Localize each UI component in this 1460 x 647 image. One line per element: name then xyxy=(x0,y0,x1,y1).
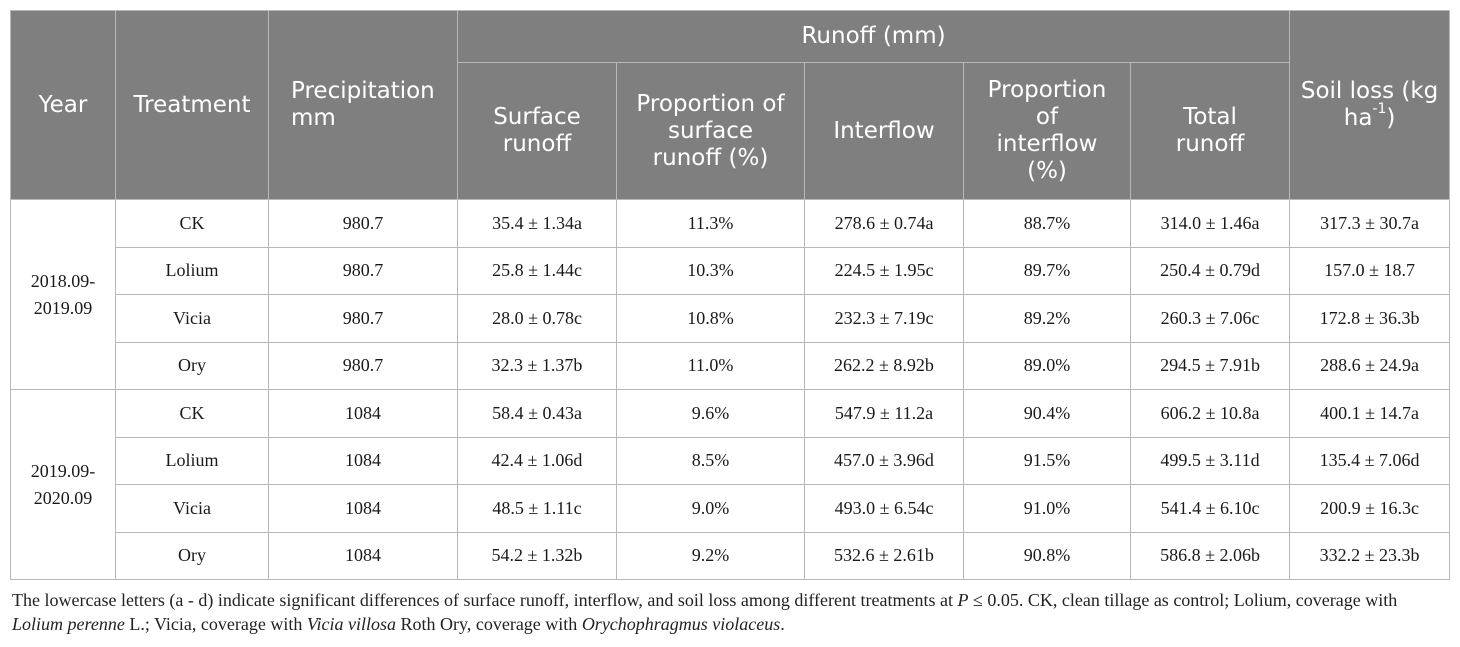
header-surface-runoff: Surface runoff xyxy=(457,62,617,200)
proportion-surface-cell: 10.3% xyxy=(616,246,805,295)
interflow-cell: 278.6 ± 0.74a xyxy=(804,199,964,248)
table-row: Ory 980.7 32.3 ± 1.37b 11.0% 262.2 ± 8.9… xyxy=(11,341,1451,390)
proportion-interflow-cell: 90.4% xyxy=(963,389,1131,438)
table-row: Lolium 980.7 25.8 ± 1.44c 10.3% 224.5 ± … xyxy=(11,246,1451,295)
header-precipitation-line2: mm xyxy=(291,105,336,131)
proportion-interflow-cell: 89.7% xyxy=(963,246,1131,295)
header-precipitation-line1: Precipitation xyxy=(291,78,435,104)
header-soil-loss: Soil loss (kg ha-1) xyxy=(1289,10,1451,200)
table-row: Ory 1084 54.2 ± 1.32b 9.2% 532.6 ± 2.61b… xyxy=(11,531,1451,580)
soil-loss-cell: 317.3 ± 30.7a xyxy=(1289,199,1451,248)
soil-loss-cell: 288.6 ± 24.9a xyxy=(1289,341,1451,390)
header-runoff-group: Runoff (mm) xyxy=(456,10,1291,63)
header-precipitation: Precipitation mm xyxy=(268,10,458,200)
proportion-interflow-cell: 90.8% xyxy=(963,531,1131,580)
treatment-cell: Lolium xyxy=(115,436,269,485)
treatment-cell: Ory xyxy=(115,531,269,580)
interflow-cell: 232.3 ± 7.19c xyxy=(804,294,964,343)
precipitation-cell: 980.7 xyxy=(268,294,458,343)
table-row: 2018.09- 2019.09 CK 980.7 35.4 ± 1.34a 1… xyxy=(10,199,1451,390)
precipitation-cell: 980.7 xyxy=(268,246,458,295)
proportion-interflow-cell: 89.0% xyxy=(963,341,1131,390)
proportion-interflow-cell: 91.5% xyxy=(963,436,1131,485)
interflow-cell: 493.0 ± 6.54c xyxy=(804,484,964,533)
interflow-cell: 457.0 ± 3.96d xyxy=(804,436,964,485)
table-row: 2019.09- 2020.09 CK 1084 58.4 ± 0.43a 9.… xyxy=(10,389,1451,580)
precipitation-cell: 1084 xyxy=(268,436,458,485)
proportion-interflow-cell: 88.7% xyxy=(963,199,1131,248)
proportion-surface-cell: 9.0% xyxy=(616,484,805,533)
precipitation-cell: 980.7 xyxy=(268,341,458,390)
header-year: Year xyxy=(10,10,116,200)
interflow-cell: 547.9 ± 11.2a xyxy=(804,389,964,438)
soil-loss-cell: 400.1 ± 14.7a xyxy=(1289,389,1451,438)
table-footnote: The lowercase letters (a - d) indicate s… xyxy=(12,590,1398,634)
total-runoff-cell: 314.0 ± 1.46a xyxy=(1129,199,1291,248)
surface-runoff-cell: 25.8 ± 1.44c xyxy=(457,246,617,295)
precipitation-cell: 1084 xyxy=(268,484,458,533)
total-runoff-cell: 250.4 ± 0.79d xyxy=(1129,246,1291,295)
proportion-surface-cell: 8.5% xyxy=(616,436,805,485)
total-runoff-cell: 606.2 ± 10.8a xyxy=(1129,389,1291,438)
total-runoff-cell: 541.4 ± 6.10c xyxy=(1129,484,1291,533)
proportion-surface-cell: 11.0% xyxy=(616,341,805,390)
surface-runoff-cell: 35.4 ± 1.34a xyxy=(457,199,617,248)
treatment-cell: CK xyxy=(115,389,269,438)
surface-runoff-cell: 48.5 ± 1.11c xyxy=(457,484,617,533)
proportion-interflow-cell: 89.2% xyxy=(963,294,1131,343)
header-proportion-surface-runoff: Proportion of surface runoff (%) xyxy=(616,62,805,200)
treatment-cell: CK xyxy=(115,199,269,248)
surface-runoff-cell: 58.4 ± 0.43a xyxy=(457,389,617,438)
precipitation-cell: 1084 xyxy=(268,531,458,580)
interflow-cell: 224.5 ± 1.95c xyxy=(804,246,964,295)
header-treatment: Treatment xyxy=(115,10,269,200)
precipitation-cell: 980.7 xyxy=(268,199,458,248)
surface-runoff-cell: 32.3 ± 1.37b xyxy=(457,341,617,390)
total-runoff-cell: 499.5 ± 3.11d xyxy=(1129,436,1291,485)
treatment-cell: Vicia xyxy=(115,294,269,343)
proportion-surface-cell: 9.2% xyxy=(616,531,805,580)
treatment-cell: Lolium xyxy=(115,246,269,295)
header-total-runoff: Total runoff xyxy=(1129,62,1291,200)
surface-runoff-cell: 28.0 ± 0.78c xyxy=(457,294,617,343)
precipitation-cell: 1084 xyxy=(268,389,458,438)
total-runoff-cell: 586.8 ± 2.06b xyxy=(1129,531,1291,580)
soil-loss-cell: 332.2 ± 23.3b xyxy=(1289,531,1451,580)
proportion-surface-cell: 9.6% xyxy=(616,389,805,438)
table-row: Vicia 1084 48.5 ± 1.11c 9.0% 493.0 ± 6.5… xyxy=(11,484,1451,533)
treatment-cell: Ory xyxy=(115,341,269,390)
table-container: Year Treatment Precipitation mm Runoff (… xyxy=(10,10,1451,636)
interflow-cell: 532.6 ± 2.61b xyxy=(804,531,964,580)
soil-loss-cell: 157.0 ± 18.7 xyxy=(1289,246,1451,295)
header-interflow: Interflow xyxy=(804,62,964,200)
runoff-soil-loss-table: Year Treatment Precipitation mm Runoff (… xyxy=(10,10,1451,580)
interflow-cell: 262.2 ± 8.92b xyxy=(804,341,964,390)
total-runoff-cell: 294.5 ± 7.91b xyxy=(1129,341,1291,390)
surface-runoff-cell: 42.4 ± 1.06d xyxy=(457,436,617,485)
surface-runoff-cell: 54.2 ± 1.32b xyxy=(457,531,617,580)
total-runoff-cell: 260.3 ± 7.06c xyxy=(1129,294,1291,343)
soil-loss-cell: 135.4 ± 7.06d xyxy=(1289,436,1451,485)
proportion-interflow-cell: 91.0% xyxy=(963,484,1131,533)
treatment-cell: Vicia xyxy=(115,484,269,533)
year-cell: 2019.09- 2020.09 xyxy=(10,389,116,580)
proportion-surface-cell: 11.3% xyxy=(616,199,805,248)
soil-loss-cell: 172.8 ± 36.3b xyxy=(1289,294,1451,343)
soil-loss-cell: 200.9 ± 16.3c xyxy=(1289,484,1451,533)
table-row: Vicia 980.7 28.0 ± 0.78c 10.8% 232.3 ± 7… xyxy=(11,294,1451,343)
header-proportion-interflow: Proportion of interflow (%) xyxy=(963,62,1131,200)
table-row: Lolium 1084 42.4 ± 1.06d 8.5% 457.0 ± 3.… xyxy=(11,436,1451,485)
year-cell: 2018.09- 2019.09 xyxy=(10,199,116,390)
proportion-surface-cell: 10.8% xyxy=(616,294,805,343)
